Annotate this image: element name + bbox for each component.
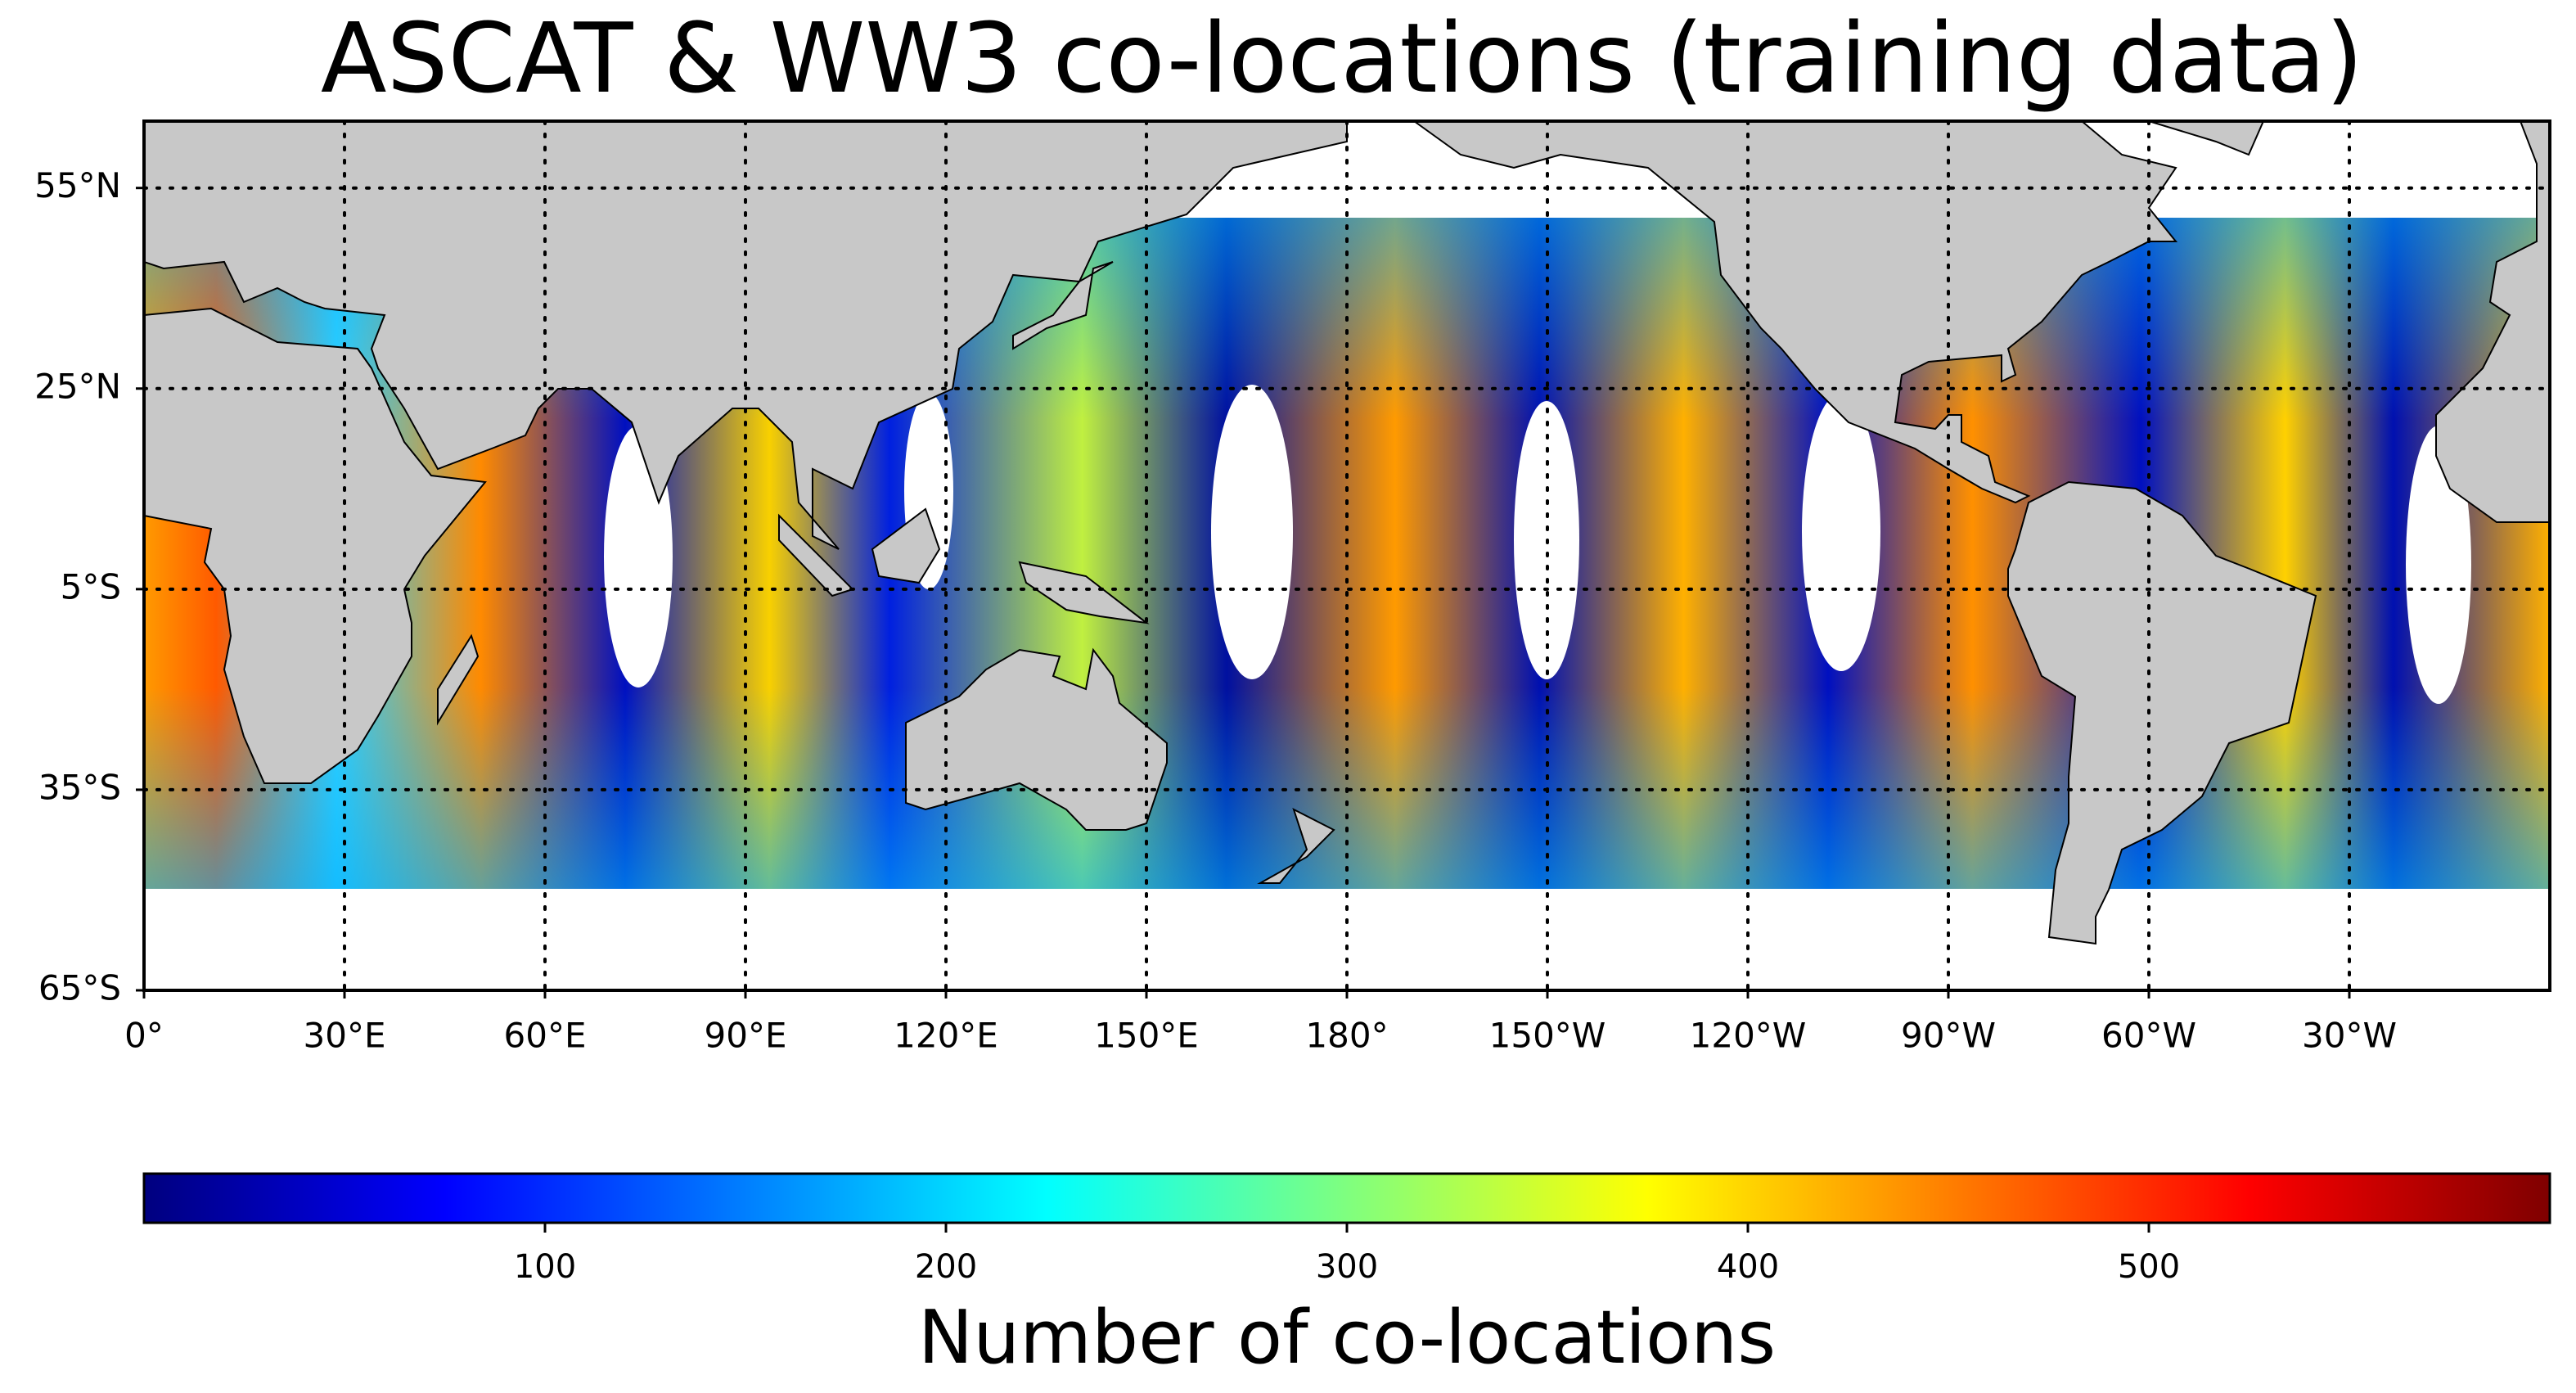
colorbar-tick-label: 500 [2118, 1248, 2180, 1286]
grid [144, 121, 2550, 990]
x-tick-label: 120°E [894, 1016, 998, 1056]
land [144, 121, 2550, 945]
colorbar-tick-label: 100 [514, 1248, 576, 1286]
x-tick-label: 0° [124, 1016, 164, 1056]
y-tick-label: 5°S [61, 566, 121, 606]
x-tick-label: 90°E [705, 1016, 787, 1056]
x-tick-label: 60°W [2101, 1016, 2196, 1056]
x-tick-label: 150°W [1489, 1016, 1606, 1056]
x-tick-label: 180° [1305, 1016, 1388, 1056]
x-tick-label: 30°E [304, 1016, 386, 1056]
colorbar-label: Number of co-locations [918, 1295, 1776, 1381]
x-tick-label: 90°W [1901, 1016, 1996, 1056]
x-tick-label: 30°W [2302, 1016, 2397, 1056]
x-tick-label: 150°E [1094, 1016, 1199, 1056]
no-data-areas [604, 385, 2471, 704]
y-tick-label: 25°N [34, 366, 121, 406]
colorbar [142, 1172, 2551, 1224]
colorbar-tick-label: 200 [915, 1248, 977, 1286]
chart-title: ASCAT & WW3 co-locations (training data) [321, 2, 2363, 115]
y-tick-label: 65°S [38, 968, 121, 1008]
x-tick-label: 60°E [504, 1016, 587, 1056]
colorbar-tick-label: 300 [1316, 1248, 1378, 1286]
y-tick-label: 55°N [34, 165, 121, 205]
y-tick-label: 35°S [38, 767, 121, 807]
colorbar-tick-label: 400 [1717, 1248, 1779, 1286]
x-tick-label: 120°W [1690, 1016, 1807, 1056]
map [144, 121, 2550, 990]
